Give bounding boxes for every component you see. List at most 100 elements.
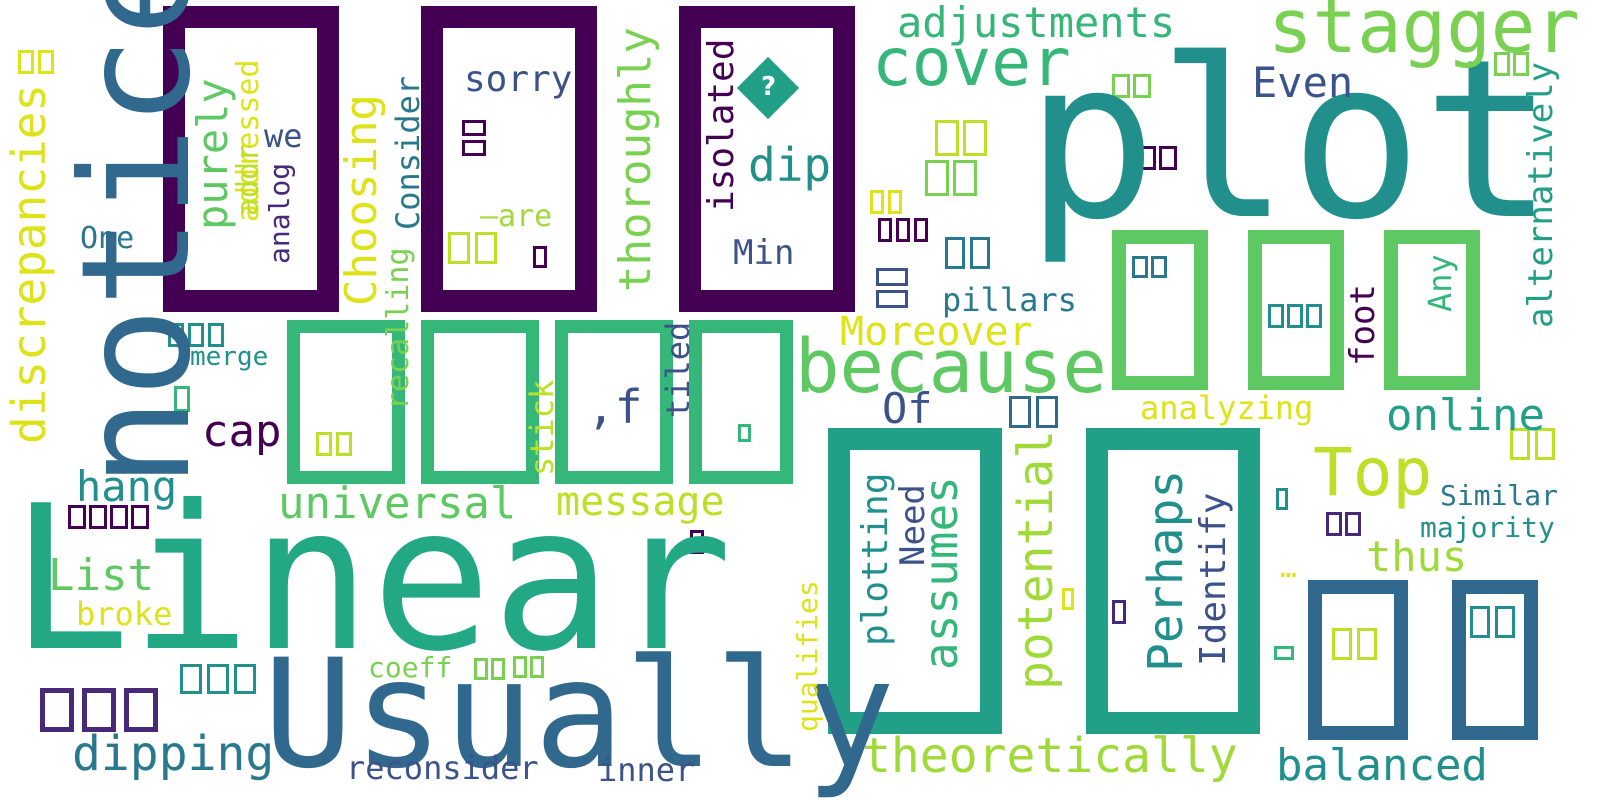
word-alternatively: alternatively (1521, 61, 1561, 328)
glyph-box (1495, 606, 1515, 638)
word-stagger: stagger (1268, 0, 1580, 70)
word-qualifies: qualifies (791, 580, 824, 732)
word-reconsider: reconsider (346, 749, 539, 787)
glyph-box (174, 386, 190, 412)
word-identify: Identify (1193, 492, 1234, 666)
word-hang: hang (76, 462, 178, 511)
glyph-box (1133, 74, 1151, 98)
word-linear: Linear (10, 463, 733, 696)
word-min: Min (733, 233, 795, 273)
word-analog: analog (263, 162, 296, 264)
glyph-box (1308, 580, 1408, 740)
word-comma-f: ,f (587, 380, 643, 434)
word-adjustments: adjustments (897, 0, 1176, 47)
glyph-box (1036, 396, 1058, 428)
glyph-box (679, 6, 855, 312)
word-are: —are (480, 199, 553, 234)
glyph-box (1062, 588, 1074, 610)
glyph-box (1332, 628, 1352, 660)
glyph-box (1138, 146, 1156, 170)
glyph-box (1452, 580, 1538, 740)
word-addr: addr (231, 143, 266, 216)
glyph-box (188, 323, 204, 347)
glyph-box (1535, 428, 1555, 460)
glyph-box (896, 218, 910, 242)
glyph-box (168, 323, 184, 347)
glyph-box (530, 656, 544, 678)
glyph-box (878, 218, 892, 242)
glyph-box (963, 120, 987, 156)
glyph-box (234, 664, 256, 694)
word-we: we (264, 117, 303, 155)
glyph-box (689, 320, 793, 484)
glyph-box (1513, 52, 1529, 76)
glyph-box (287, 320, 405, 484)
glyph-box (491, 658, 505, 680)
glyph-box (180, 664, 202, 694)
glyph-box (124, 688, 158, 732)
glyph-box (914, 218, 928, 242)
glyph-box (1287, 304, 1303, 328)
glyph-box (316, 432, 332, 456)
word-pillars: pillars (942, 281, 1077, 319)
word-purely: purely (188, 78, 237, 230)
glyph-box (474, 658, 488, 680)
glyph-box (1494, 52, 1510, 76)
glyph-box (1086, 428, 1260, 734)
glyph-box (1384, 230, 1480, 390)
word-list: List (48, 550, 154, 601)
glyph-box (1009, 396, 1031, 428)
glyph-box (40, 688, 74, 732)
glyph-box (1268, 304, 1284, 328)
glyph-box (870, 190, 884, 214)
glyph-box (110, 505, 128, 529)
word-isolated: isolated (701, 38, 742, 212)
word-stick: stick (523, 379, 561, 476)
word-coeff: coeff (368, 651, 453, 684)
glyph-box (876, 268, 908, 286)
word-of: Of (882, 384, 933, 433)
glyph-box (1306, 304, 1322, 328)
word-foot: foot (1343, 284, 1383, 366)
word-one: One (80, 221, 135, 256)
glyph-box (131, 505, 149, 529)
glyph-box (1112, 600, 1126, 624)
word-even: Even (1252, 58, 1354, 107)
glyph-box (163, 6, 339, 312)
word-top: Top (1313, 434, 1433, 511)
glyph-box (1276, 488, 1288, 510)
word-message: message (556, 479, 725, 525)
word-usually: Usually (263, 628, 896, 800)
glyph-box (1248, 230, 1344, 390)
glyph-box (1470, 606, 1490, 638)
glyph-box (925, 160, 949, 196)
word-merge: merge (190, 342, 269, 372)
glyph-box (1132, 256, 1148, 278)
word-thoroughly: thoroughly (610, 27, 661, 292)
glyph-box (1112, 230, 1208, 390)
word-similar: Similar (1440, 479, 1559, 512)
word-sorry: sorry (464, 59, 573, 100)
word-cap: cap (202, 406, 282, 457)
word-universal: universal (278, 478, 517, 529)
glyph-box (89, 505, 107, 529)
word-theoretically: theoretically (862, 728, 1238, 784)
glyph-box (475, 232, 497, 264)
word-ellipsis: … (1280, 551, 1297, 584)
word-plot: plot (1025, 12, 1555, 268)
word-notice: notice (50, 0, 224, 488)
glyph-box (945, 237, 965, 269)
glyph-box (421, 6, 597, 312)
glyph-box (876, 290, 908, 308)
word-dipping: dipping (72, 726, 275, 782)
word-consider: Consider (389, 75, 427, 230)
word-online: online (1386, 390, 1545, 441)
glyph-box (448, 232, 470, 264)
glyph-box (1151, 256, 1167, 278)
glyph-box (462, 120, 486, 136)
glyph-box (533, 246, 547, 268)
glyph-box (336, 432, 352, 456)
glyph-box (68, 505, 86, 529)
glyph-box (1326, 512, 1342, 536)
word-cover: cover (872, 24, 1071, 101)
